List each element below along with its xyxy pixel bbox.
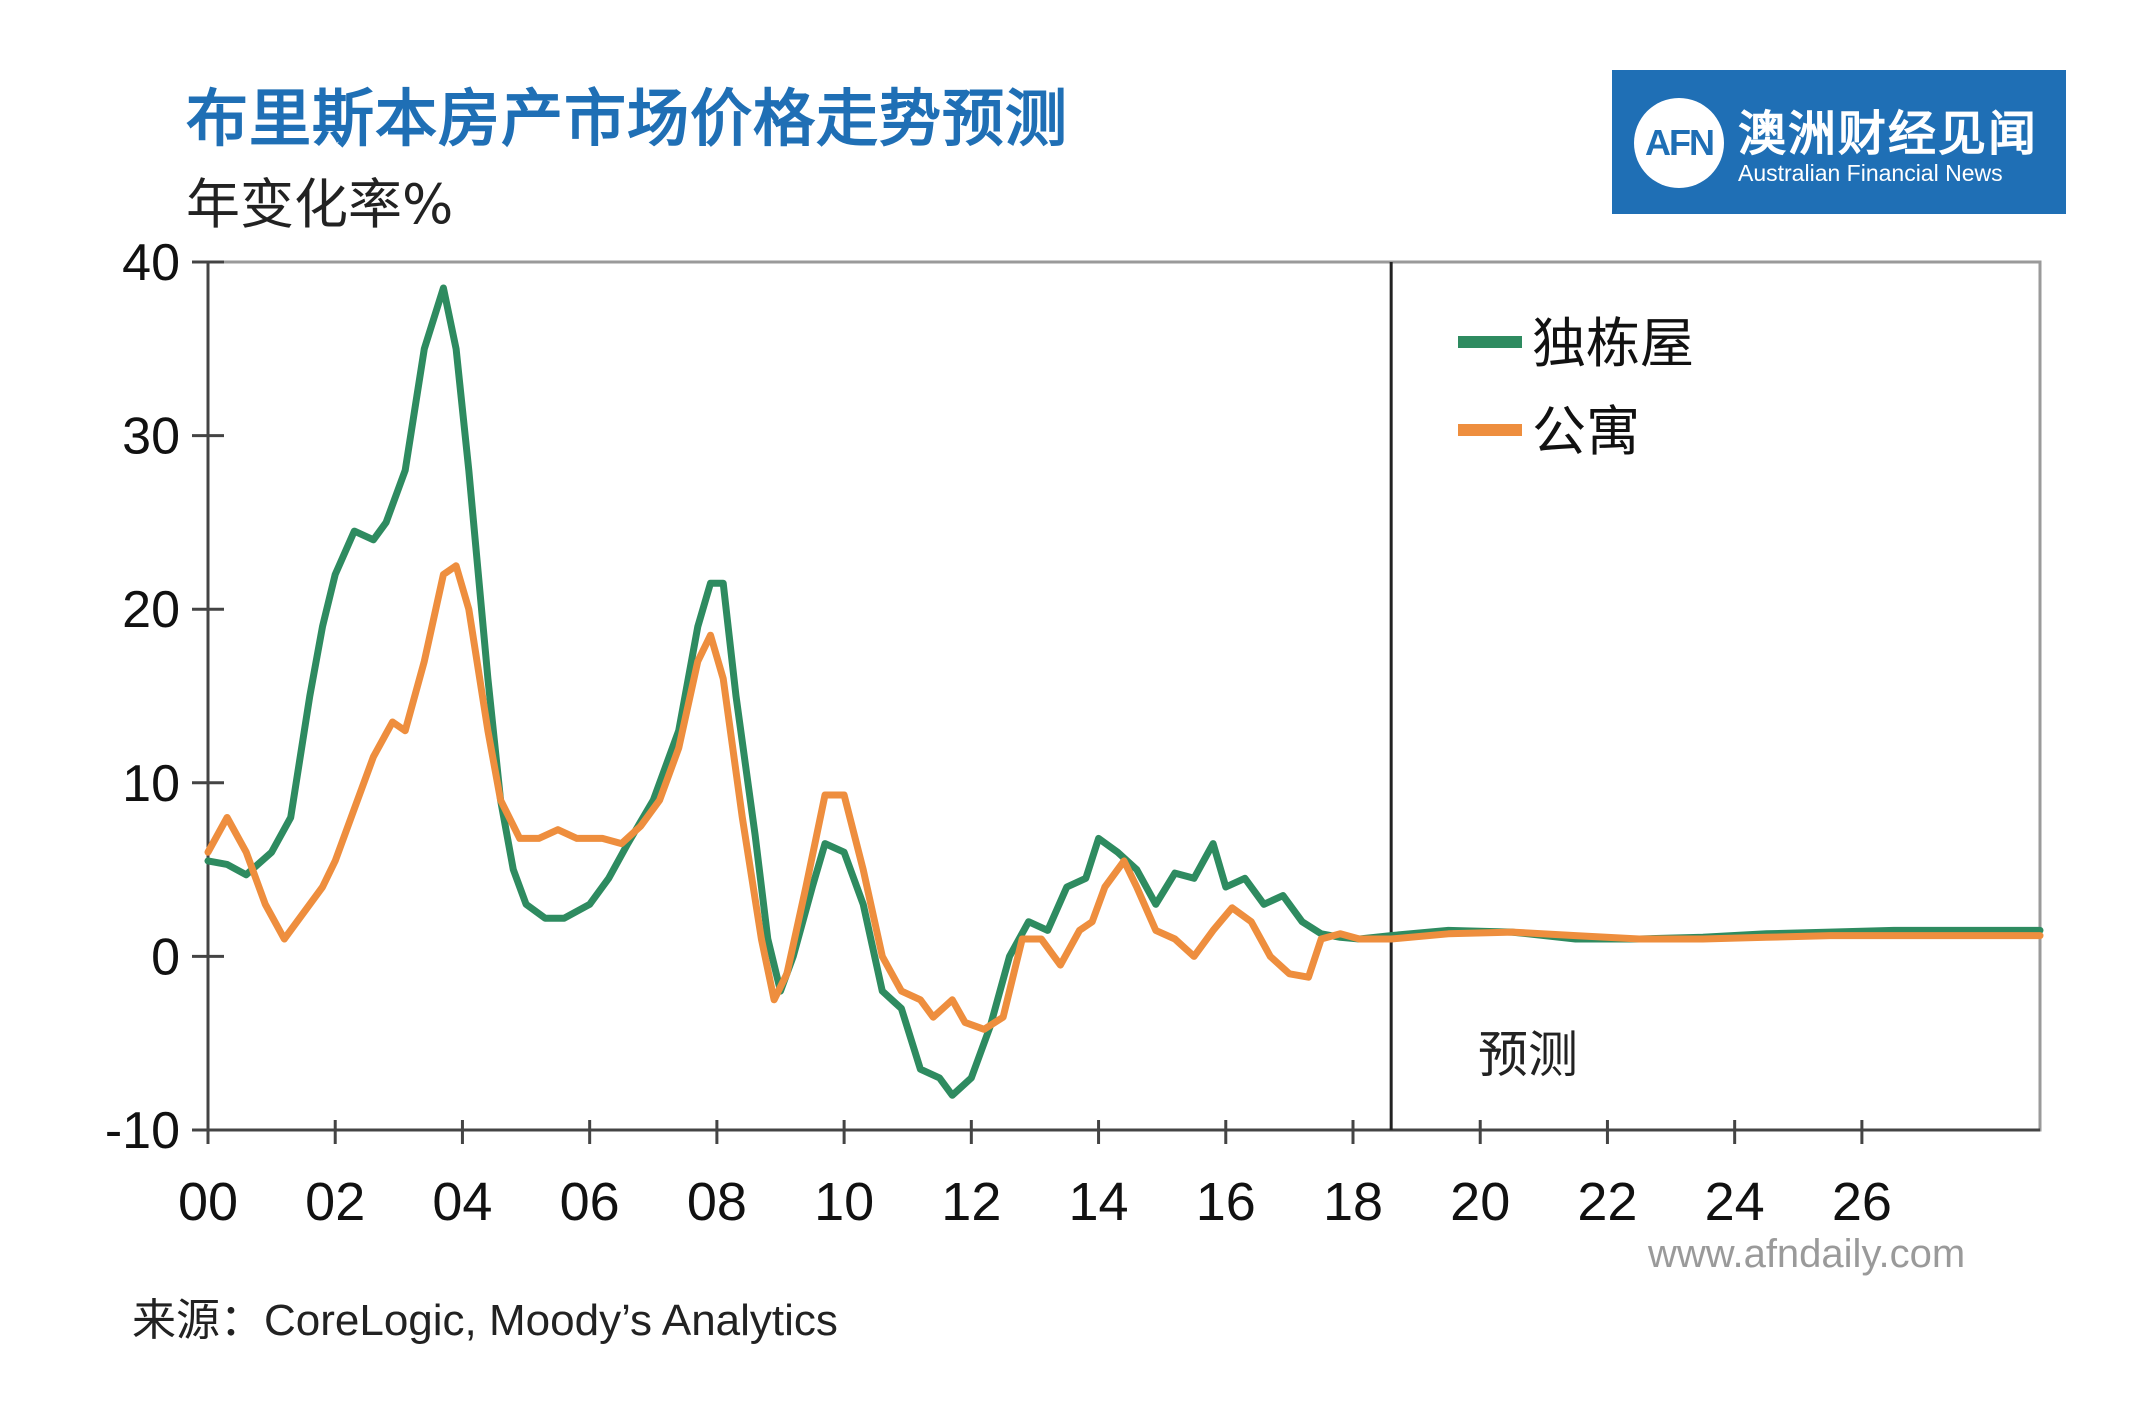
- x-tick-label: 00: [178, 1172, 238, 1232]
- tick-labels: -10 0 10 20 30 40 00 02 04 06 08 10 12 14 16 18 20 22 24 26: [105, 234, 1892, 1232]
- y-tick-label: 30: [122, 408, 180, 466]
- axes: [192, 260, 2042, 1144]
- x-tick-label: 22: [1577, 1172, 1637, 1232]
- x-tick-label: 18: [1323, 1172, 1383, 1232]
- logo-mark: AFN: [1645, 122, 1715, 163]
- legend-label: 公寓: [1532, 400, 1640, 463]
- y-tick-label: 20: [122, 581, 180, 639]
- x-tick-label: 08: [687, 1172, 747, 1232]
- source-note: 来源：CoreLogic, Moody’s Analytics: [132, 1296, 838, 1345]
- series-line: [204, 562, 2044, 1033]
- y-tick-label: -10: [105, 1102, 180, 1160]
- logo-name-cn: 澳洲财经见闻: [1738, 106, 2039, 162]
- legend-box: [1448, 290, 1738, 480]
- legend-label: 独栋屋: [1532, 312, 1694, 375]
- logo-name-en: Australian Financial News: [1738, 160, 2003, 186]
- x-tick-label: 12: [941, 1172, 1001, 1232]
- x-tick-label: 06: [560, 1172, 620, 1232]
- y-tick-label: 0: [151, 928, 180, 986]
- forecast-label: 预测: [1478, 1026, 1578, 1084]
- series-lines: [204, 284, 2044, 1099]
- y-tick-label: 10: [122, 755, 180, 813]
- x-tick-label: 24: [1705, 1172, 1765, 1232]
- x-tick-label: 02: [305, 1172, 365, 1232]
- chart-subtitle: 年变化率%: [186, 173, 454, 236]
- x-tick-label: 20: [1450, 1172, 1510, 1232]
- x-tick-label: 26: [1832, 1172, 1892, 1232]
- watermark: www.afndaily.com: [1648, 1232, 1966, 1276]
- y-tick-label: 40: [122, 234, 180, 292]
- logo-circle-icon: [1634, 98, 1724, 188]
- x-tick-label: 10: [814, 1172, 874, 1232]
- x-tick-label: 14: [1069, 1172, 1129, 1232]
- chart-title: 布里斯本房产市场价格走势预测: [186, 82, 1069, 155]
- x-tick-label: 16: [1196, 1172, 1256, 1232]
- series-line: [204, 284, 2044, 1099]
- x-tick-label: 04: [432, 1172, 492, 1232]
- afn-logo: AFN 澳洲财经见闻 Australian Financial News: [1612, 70, 2066, 214]
